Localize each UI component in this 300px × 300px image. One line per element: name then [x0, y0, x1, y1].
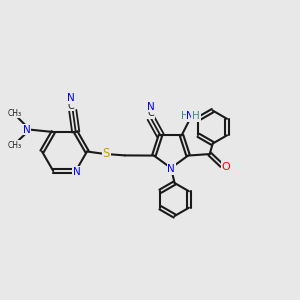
Text: N: N — [68, 93, 75, 103]
Text: N: N — [147, 102, 155, 112]
Text: N: N — [186, 111, 194, 121]
Text: H: H — [192, 111, 200, 121]
Text: C: C — [147, 108, 154, 118]
Text: N: N — [73, 167, 80, 177]
Text: N: N — [167, 164, 175, 174]
Text: CH₃: CH₃ — [8, 141, 22, 150]
Text: H: H — [181, 111, 188, 121]
Text: S: S — [103, 147, 110, 161]
Text: O: O — [221, 162, 230, 172]
Text: CH₃: CH₃ — [8, 109, 22, 118]
Text: N: N — [23, 124, 31, 135]
Text: C: C — [68, 100, 75, 111]
